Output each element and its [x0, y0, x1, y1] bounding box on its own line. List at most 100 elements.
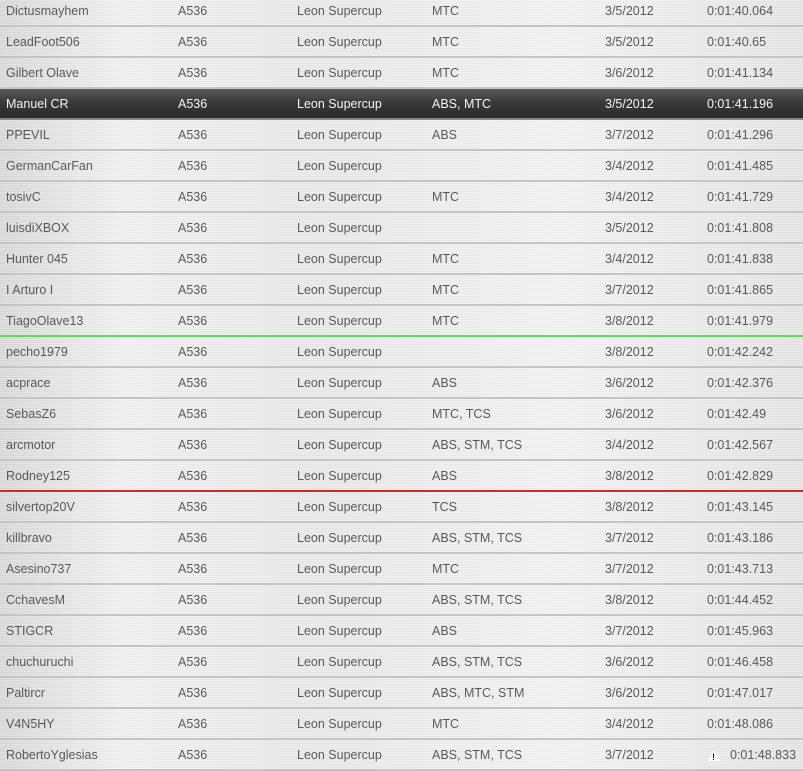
car-cell: A536: [178, 345, 208, 359]
time-cell: 0:01:48.086: [707, 717, 774, 731]
date-cell: 3/6/2012: [605, 66, 654, 80]
car-cell: A536: [178, 252, 208, 266]
aids-cell: ABS: [432, 469, 458, 483]
driver-cell: CchavesM: [6, 593, 66, 607]
date-cell: 3/8/2012: [605, 593, 654, 607]
leaderboard-row[interactable]: Rodney125 A536 Leon Supercup ABS 3/8/2012 0:0…: [0, 461, 803, 492]
driver-cell: luisdiXBOX: [6, 221, 70, 235]
model-cell: Leon Supercup: [297, 748, 382, 762]
driver-cell: LeadFoot506: [6, 35, 80, 49]
aids-cell: ABS, STM, TCS: [432, 655, 523, 669]
car-cell: A536: [178, 407, 208, 421]
driver-cell: acprace: [6, 376, 51, 390]
leaderboard-row[interactable]: STIGCR A536 Leon Supercup ABS 3/7/2012 0:01:4…: [0, 616, 803, 647]
driver-cell: Asesino737: [6, 562, 72, 576]
leaderboard-row[interactable]: TiagoOlave13 A536 Leon Supercup MTC 3/8/2012…: [0, 306, 803, 337]
aids-cell: ABS: [432, 128, 458, 142]
driver-cell: STIGCR: [6, 624, 54, 638]
leaderboard-row[interactable]: Hunter 045 A536 Leon Supercup MTC 3/4/2012 0:…: [0, 244, 803, 275]
driver-cell: silvertop20V: [6, 500, 75, 514]
leaderboard-row[interactable]: Manuel CR A536 Leon Supercup ABS, MTC 3/5/20…: [0, 89, 803, 120]
car-cell: A536: [178, 4, 208, 18]
time-cell: 0:01:46.458: [707, 655, 774, 669]
date-cell: 3/7/2012: [605, 531, 654, 545]
leaderboard-row[interactable]: tosivC A536 Leon Supercup MTC 3/4/2012 0:01:4…: [0, 182, 803, 213]
driver-cell: Dictusmayhem: [6, 4, 89, 18]
model-cell: Leon Supercup: [297, 252, 382, 266]
leaderboard-row[interactable]: Dictusmayhem A536 Leon Supercup MTC 3/5/2012…: [0, 0, 803, 27]
leaderboard-row[interactable]: killbravo A536 Leon Supercup ABS, STM, TCS 3…: [0, 523, 803, 554]
model-cell: Leon Supercup: [297, 376, 382, 390]
model-cell: Leon Supercup: [297, 717, 382, 731]
model-cell: Leon Supercup: [297, 221, 382, 235]
leaderboard-row[interactable]: luisdiXBOX A536 Leon Supercup 3/5/2012 0:01:…: [0, 213, 803, 244]
leaderboard-row[interactable]: acprace A536 Leon Supercup ABS 3/6/2012 0:01:…: [0, 368, 803, 399]
driver-cell: TiagoOlave13: [6, 314, 84, 328]
driver-cell: Rodney125: [6, 469, 70, 483]
model-cell: Leon Supercup: [297, 500, 382, 514]
date-cell: 3/4/2012: [605, 159, 654, 173]
car-cell: A536: [178, 190, 208, 204]
date-cell: 3/8/2012: [605, 314, 654, 328]
car-cell: A536: [178, 531, 208, 545]
time-cell: 0:01:41.865: [707, 283, 774, 297]
leaderboard-row[interactable]: Paltircr A536 Leon Supercup ABS, MTC, STM 3/…: [0, 678, 803, 709]
leaderboard-row[interactable]: GermanCarFan A536 Leon Supercup 3/4/2012 0:0…: [0, 151, 803, 182]
driver-cell: V4N5HY: [6, 717, 55, 731]
car-cell: A536: [178, 562, 208, 576]
aids-cell: MTC: [432, 314, 460, 328]
leaderboard-row[interactable]: LeadFoot506 A536 Leon Supercup MTC 3/5/2012 0…: [0, 27, 803, 58]
date-cell: 3/5/2012: [605, 221, 654, 235]
model-cell: Leon Supercup: [297, 686, 382, 700]
model-cell: Leon Supercup: [297, 128, 382, 142]
aids-cell: MTC, TCS: [432, 407, 491, 421]
driver-cell: I Arturo I: [6, 283, 54, 297]
date-cell: 3/6/2012: [605, 407, 654, 421]
driver-cell: RobertoYglesias: [6, 748, 98, 762]
model-cell: Leon Supercup: [297, 593, 382, 607]
time-cell: 0:01:47.017: [707, 686, 774, 700]
date-cell: 3/8/2012: [605, 345, 654, 359]
driver-cell: pecho1979: [6, 345, 68, 359]
driver-cell: Gilbert Olave: [6, 66, 79, 80]
aids-cell: ABS, MTC: [432, 97, 492, 111]
date-cell: 3/6/2012: [605, 376, 654, 390]
time-cell: 0:01:44.452: [707, 593, 774, 607]
time-cell: 0:01:41.134: [707, 66, 774, 80]
driver-cell: Manuel CR: [6, 97, 69, 111]
leaderboard-row[interactable]: CchavesM A536 Leon Supercup ABS, STM, TCS 3/…: [0, 585, 803, 616]
leaderboard-row[interactable]: silvertop20V A536 Leon Supercup TCS 3/8/2012…: [0, 492, 803, 523]
leaderboard-row[interactable]: Asesino737 A536 Leon Supercup MTC 3/7/2012 0:…: [0, 554, 803, 585]
driver-cell: PPEVIL: [6, 128, 50, 142]
leaderboard-row[interactable]: RobertoYglesias A536 Leon Supercup ABS, STM…: [0, 740, 803, 771]
time-cell: 0:01:42.567: [707, 438, 774, 452]
leaderboard-row[interactable]: I Arturo I A536 Leon Supercup MTC 3/7/2012 0:…: [0, 275, 803, 306]
leaderboard-row[interactable]: Gilbert Olave A536 Leon Supercup MTC 3/6/201…: [0, 58, 803, 89]
time-cell: 0:01:41.979: [707, 314, 774, 328]
leaderboard-row[interactable]: SebasZ6 A536 Leon Supercup MTC, TCS 3/6/2012…: [0, 399, 803, 430]
time-cell: 0:01:42.376: [707, 376, 774, 390]
date-cell: 3/4/2012: [605, 190, 654, 204]
leaderboard-row[interactable]: V4N5HY A536 Leon Supercup MTC 3/4/2012 0:01:4…: [0, 709, 803, 740]
model-cell: Leon Supercup: [297, 407, 382, 421]
driver-cell: SebasZ6: [6, 407, 57, 421]
time-cell: 0:01:40.65: [707, 35, 767, 49]
driver-cell: Hunter 045: [6, 252, 68, 266]
model-cell: Leon Supercup: [297, 655, 382, 669]
model-cell: Leon Supercup: [297, 438, 382, 452]
leaderboard-row[interactable]: chuchuruchi A536 Leon Supercup ABS, STM, TC…: [0, 647, 803, 678]
leaderboard-row[interactable]: arcmotor A536 Leon Supercup ABS, STM, TCS 3/…: [0, 430, 803, 461]
aids-cell: MTC: [432, 35, 460, 49]
car-cell: A536: [178, 159, 208, 173]
leaderboard-row[interactable]: PPEVIL A536 Leon Supercup ABS 3/7/2012 0:01:4…: [0, 120, 803, 151]
model-cell: Leon Supercup: [297, 283, 382, 297]
aids-cell: ABS: [432, 376, 458, 390]
car-cell: A536: [178, 686, 208, 700]
aids-cell: MTC: [432, 562, 460, 576]
leaderboard-row[interactable]: pecho1979 A536 Leon Supercup 3/8/2012 0:01:4…: [0, 337, 803, 368]
car-cell: A536: [178, 314, 208, 328]
date-cell: 3/6/2012: [605, 686, 654, 700]
car-cell: A536: [178, 35, 208, 49]
model-cell: Leon Supercup: [297, 531, 382, 545]
car-cell: A536: [178, 500, 208, 514]
